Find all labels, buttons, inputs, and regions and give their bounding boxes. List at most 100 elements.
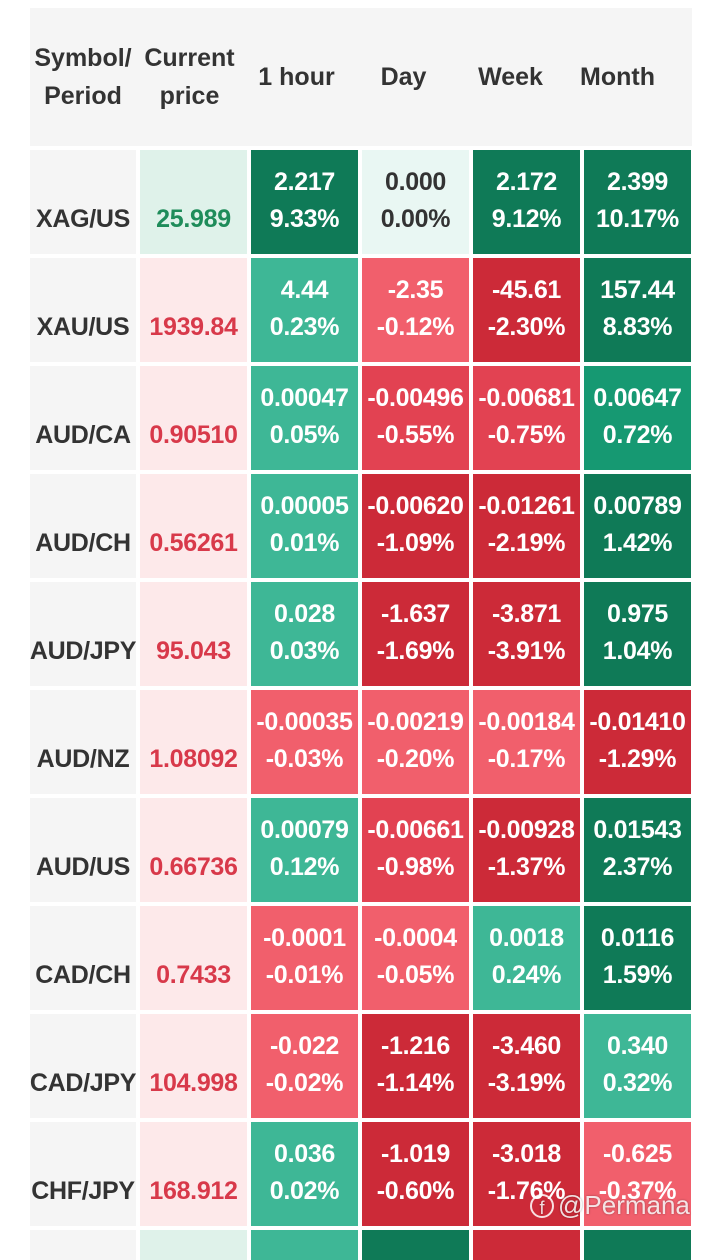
change-value: -3.018 xyxy=(491,1140,562,1168)
change-percent: 2.37% xyxy=(602,853,673,881)
change-1-hour-cell: 0.036 0.02% xyxy=(251,1122,358,1226)
change-month-cell: 0.975 1.04% xyxy=(584,582,691,686)
header-1-hour: 1 hour xyxy=(258,63,335,91)
current-price-cell: 104.998 xyxy=(140,1014,247,1118)
change-value: 0.975 xyxy=(606,600,669,628)
watermark: f @Permana xyxy=(530,1190,690,1221)
table-row[interactable]: CAD/CH 0.7433 -0.0001 -0.01% -0.0004 -0.05% 0.… xyxy=(30,906,692,1010)
table-row-partial xyxy=(30,1230,692,1260)
change-value: 0.0116 xyxy=(600,924,675,952)
change-day-cell: -0.00496 -0.55% xyxy=(362,366,469,470)
change-value: -0.00928 xyxy=(478,816,575,844)
change-percent: 10.17% xyxy=(596,205,679,233)
current-price-cell xyxy=(140,1230,247,1260)
symbol-cell: XAU/US xyxy=(30,258,136,362)
change-1-hour-cell: 0.00005 0.01% xyxy=(251,474,358,578)
current-price-cell: 0.7433 xyxy=(140,906,247,1010)
current-price-cell: 1939.84 xyxy=(140,258,247,362)
change-percent: -0.55% xyxy=(376,421,455,449)
header-symbol-period: Symbol/ Period xyxy=(34,44,132,110)
change-percent: -1.37% xyxy=(487,853,566,881)
change-percent: -0.12% xyxy=(376,313,455,341)
change-value: -0.00681 xyxy=(478,384,575,412)
change-percent: 0.00% xyxy=(380,205,451,233)
change-percent: -0.17% xyxy=(487,745,566,773)
change-1-hour-cell: 0.00079 0.12% xyxy=(251,798,358,902)
change-1-hour-cell: 0.028 0.03% xyxy=(251,582,358,686)
change-percent: 9.33% xyxy=(269,205,340,233)
change-percent: 0.05% xyxy=(269,421,340,449)
change-value: -3.460 xyxy=(491,1032,562,1060)
symbol-cell: CHF/JPY xyxy=(30,1122,136,1226)
table-header: Symbol/ Period Current price 1 hour Day … xyxy=(30,8,692,146)
change-week-cell xyxy=(473,1230,580,1260)
change-value: -1.216 xyxy=(380,1032,451,1060)
change-percent: -1.14% xyxy=(376,1069,455,1097)
change-value: -0.00496 xyxy=(367,384,464,412)
current-price-cell: 168.912 xyxy=(140,1122,247,1226)
table-row[interactable]: XAG/US 25.989 2.217 9.33% 0.000 0.00% 2.172 9.1… xyxy=(30,150,692,254)
symbol-cell: AUD/JPY xyxy=(30,582,136,686)
change-value: 0.340 xyxy=(606,1032,669,1060)
change-percent: -3.19% xyxy=(487,1069,566,1097)
change-value: 0.01543 xyxy=(593,816,682,844)
current-price-cell: 25.989 xyxy=(140,150,247,254)
change-day-cell: -1.637 -1.69% xyxy=(362,582,469,686)
change-value: 0.0018 xyxy=(489,924,564,952)
change-value: -0.0004 xyxy=(374,924,457,952)
change-percent: 0.03% xyxy=(269,637,340,665)
change-percent: 1.59% xyxy=(602,961,673,989)
change-value: -0.00184 xyxy=(478,708,575,736)
change-percent: -1.29% xyxy=(598,745,677,773)
symbol-cell: CAD/CH xyxy=(30,906,136,1010)
header-current-price: Current price xyxy=(144,44,235,110)
change-percent: -1.69% xyxy=(376,637,455,665)
current-price-cell: 0.90510 xyxy=(140,366,247,470)
change-week-cell: 0.0018 0.24% xyxy=(473,906,580,1010)
change-value: -3.871 xyxy=(491,600,562,628)
symbol-cell: AUD/NZ xyxy=(30,690,136,794)
change-value: 2.217 xyxy=(273,168,336,196)
change-percent: -0.20% xyxy=(376,745,455,773)
change-percent: -0.02% xyxy=(265,1069,344,1097)
change-week-cell: 2.172 9.12% xyxy=(473,150,580,254)
change-value: 2.399 xyxy=(606,168,669,196)
change-1-hour-cell: 0.00047 0.05% xyxy=(251,366,358,470)
currency-change-table: Symbol/ Period Current price 1 hour Day … xyxy=(30,8,692,1260)
change-percent: -2.19% xyxy=(487,529,566,557)
change-percent: 0.24% xyxy=(491,961,562,989)
table-row[interactable]: AUD/US 0.66736 0.00079 0.12% -0.00661 -0.98% -… xyxy=(30,798,692,902)
change-1-hour-cell xyxy=(251,1230,358,1260)
change-week-cell: -3.460 -3.19% xyxy=(473,1014,580,1118)
facebook-icon: f xyxy=(530,1193,554,1218)
change-value: -0.01261 xyxy=(478,492,575,520)
change-value: 0.00789 xyxy=(593,492,682,520)
current-price-cell: 0.66736 xyxy=(140,798,247,902)
change-value: 0.036 xyxy=(273,1140,336,1168)
symbol-cell: AUD/CH xyxy=(30,474,136,578)
change-value: -0.00620 xyxy=(367,492,464,520)
change-value: 157.44 xyxy=(600,276,675,304)
change-value: -1.637 xyxy=(380,600,451,628)
change-value: -1.019 xyxy=(380,1140,451,1168)
change-percent: 0.02% xyxy=(269,1177,340,1205)
table-row[interactable]: XAU/US 1939.84 4.44 0.23% -2.35 -0.12% -45.61-… xyxy=(30,258,692,362)
change-1-hour-cell: 4.44 0.23% xyxy=(251,258,358,362)
change-percent: -0.98% xyxy=(376,853,455,881)
table-row[interactable]: AUD/JPY 95.043 0.028 0.03% -1.637 -1.69% -3.87… xyxy=(30,582,692,686)
change-week-cell: -0.01261 -2.19% xyxy=(473,474,580,578)
change-percent: -0.01% xyxy=(265,961,344,989)
table-row[interactable]: AUD/CA 0.90510 0.00047 0.05% -0.00496 -0.55% -… xyxy=(30,366,692,470)
table-row[interactable]: AUD/NZ 1.08092 -0.00035 -0.03% -0.00219 -0.20… xyxy=(30,690,692,794)
change-value: -0.00035 xyxy=(256,708,353,736)
current-price-cell: 0.56261 xyxy=(140,474,247,578)
change-value: -0.625 xyxy=(602,1140,673,1168)
change-week-cell: -45.61 -2.30% xyxy=(473,258,580,362)
change-value: 0.028 xyxy=(273,600,336,628)
change-month-cell: 0.00647 0.72% xyxy=(584,366,691,470)
table-row[interactable]: AUD/CH 0.56261 0.00005 0.01% -0.00620 -1.09% -… xyxy=(30,474,692,578)
change-day-cell: -1.216 -1.14% xyxy=(362,1014,469,1118)
header-week: Week xyxy=(478,63,543,91)
change-day-cell: -1.019 -0.60% xyxy=(362,1122,469,1226)
table-row[interactable]: CAD/JPY 104.998 -0.022 -0.02% -1.216 -1.14% -3… xyxy=(30,1014,692,1118)
